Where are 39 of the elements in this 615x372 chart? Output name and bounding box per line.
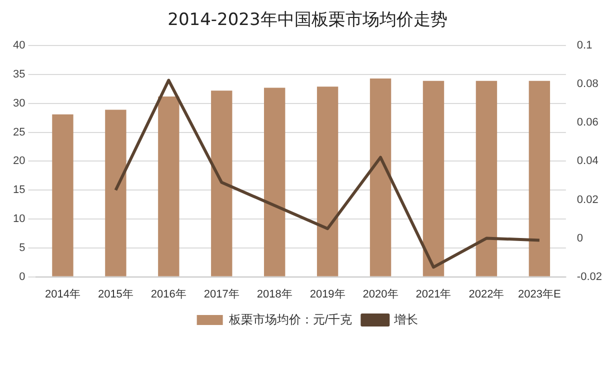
bar <box>316 86 338 276</box>
x-tick-label: 2021年 <box>416 288 452 300</box>
y2-tick-label: 0 <box>576 232 584 244</box>
bar <box>476 80 498 276</box>
x-tick-label: 2020年 <box>362 288 398 300</box>
y2-tick-label: 0.1 <box>576 40 592 52</box>
x-tick-label: 2018年 <box>256 288 292 300</box>
y2-tick-label: 0.08 <box>576 78 598 90</box>
y-tick-label: 15 <box>12 184 26 196</box>
bar <box>264 88 286 276</box>
legend-label: 增长 <box>393 312 418 326</box>
x-tick-label: 2015年 <box>98 288 134 300</box>
y-tick-label: 35 <box>12 68 26 81</box>
y-tick-label: 30 <box>12 97 26 110</box>
bar <box>52 114 74 276</box>
y2-tick-label: -0.02 <box>576 270 602 283</box>
y-tick-label: 20 <box>12 155 26 168</box>
bar <box>158 96 180 276</box>
x-tick-label: 2014年 <box>44 288 80 300</box>
y-tick-label: 5 <box>19 242 26 254</box>
y2-tick-label: 0.06 <box>576 116 598 129</box>
y-tick-label: 25 <box>12 126 26 138</box>
y-tick-label: 0 <box>19 270 26 283</box>
bar <box>211 90 232 276</box>
x-tick-label: 2023年E <box>518 288 561 300</box>
y-tick-label: 40 <box>12 40 26 52</box>
y2-tick-label: 0.04 <box>576 155 598 168</box>
x-tick-label: 2022年 <box>468 288 504 300</box>
legend-label: 板栗市场均价：元/千克 <box>228 312 352 326</box>
x-tick-label: 2017年 <box>204 288 240 300</box>
y2-tick-label: 0.02 <box>576 194 598 206</box>
bar <box>105 110 126 276</box>
y-tick-label: 10 <box>12 213 26 226</box>
bar <box>422 80 444 276</box>
bar <box>528 80 550 276</box>
chart-title: 2014-2023年中国板栗市场均价走势 <box>166 9 448 31</box>
x-tick-label: 2016年 <box>150 288 186 300</box>
x-tick-label: 2019年 <box>310 288 346 300</box>
bar <box>370 78 392 276</box>
